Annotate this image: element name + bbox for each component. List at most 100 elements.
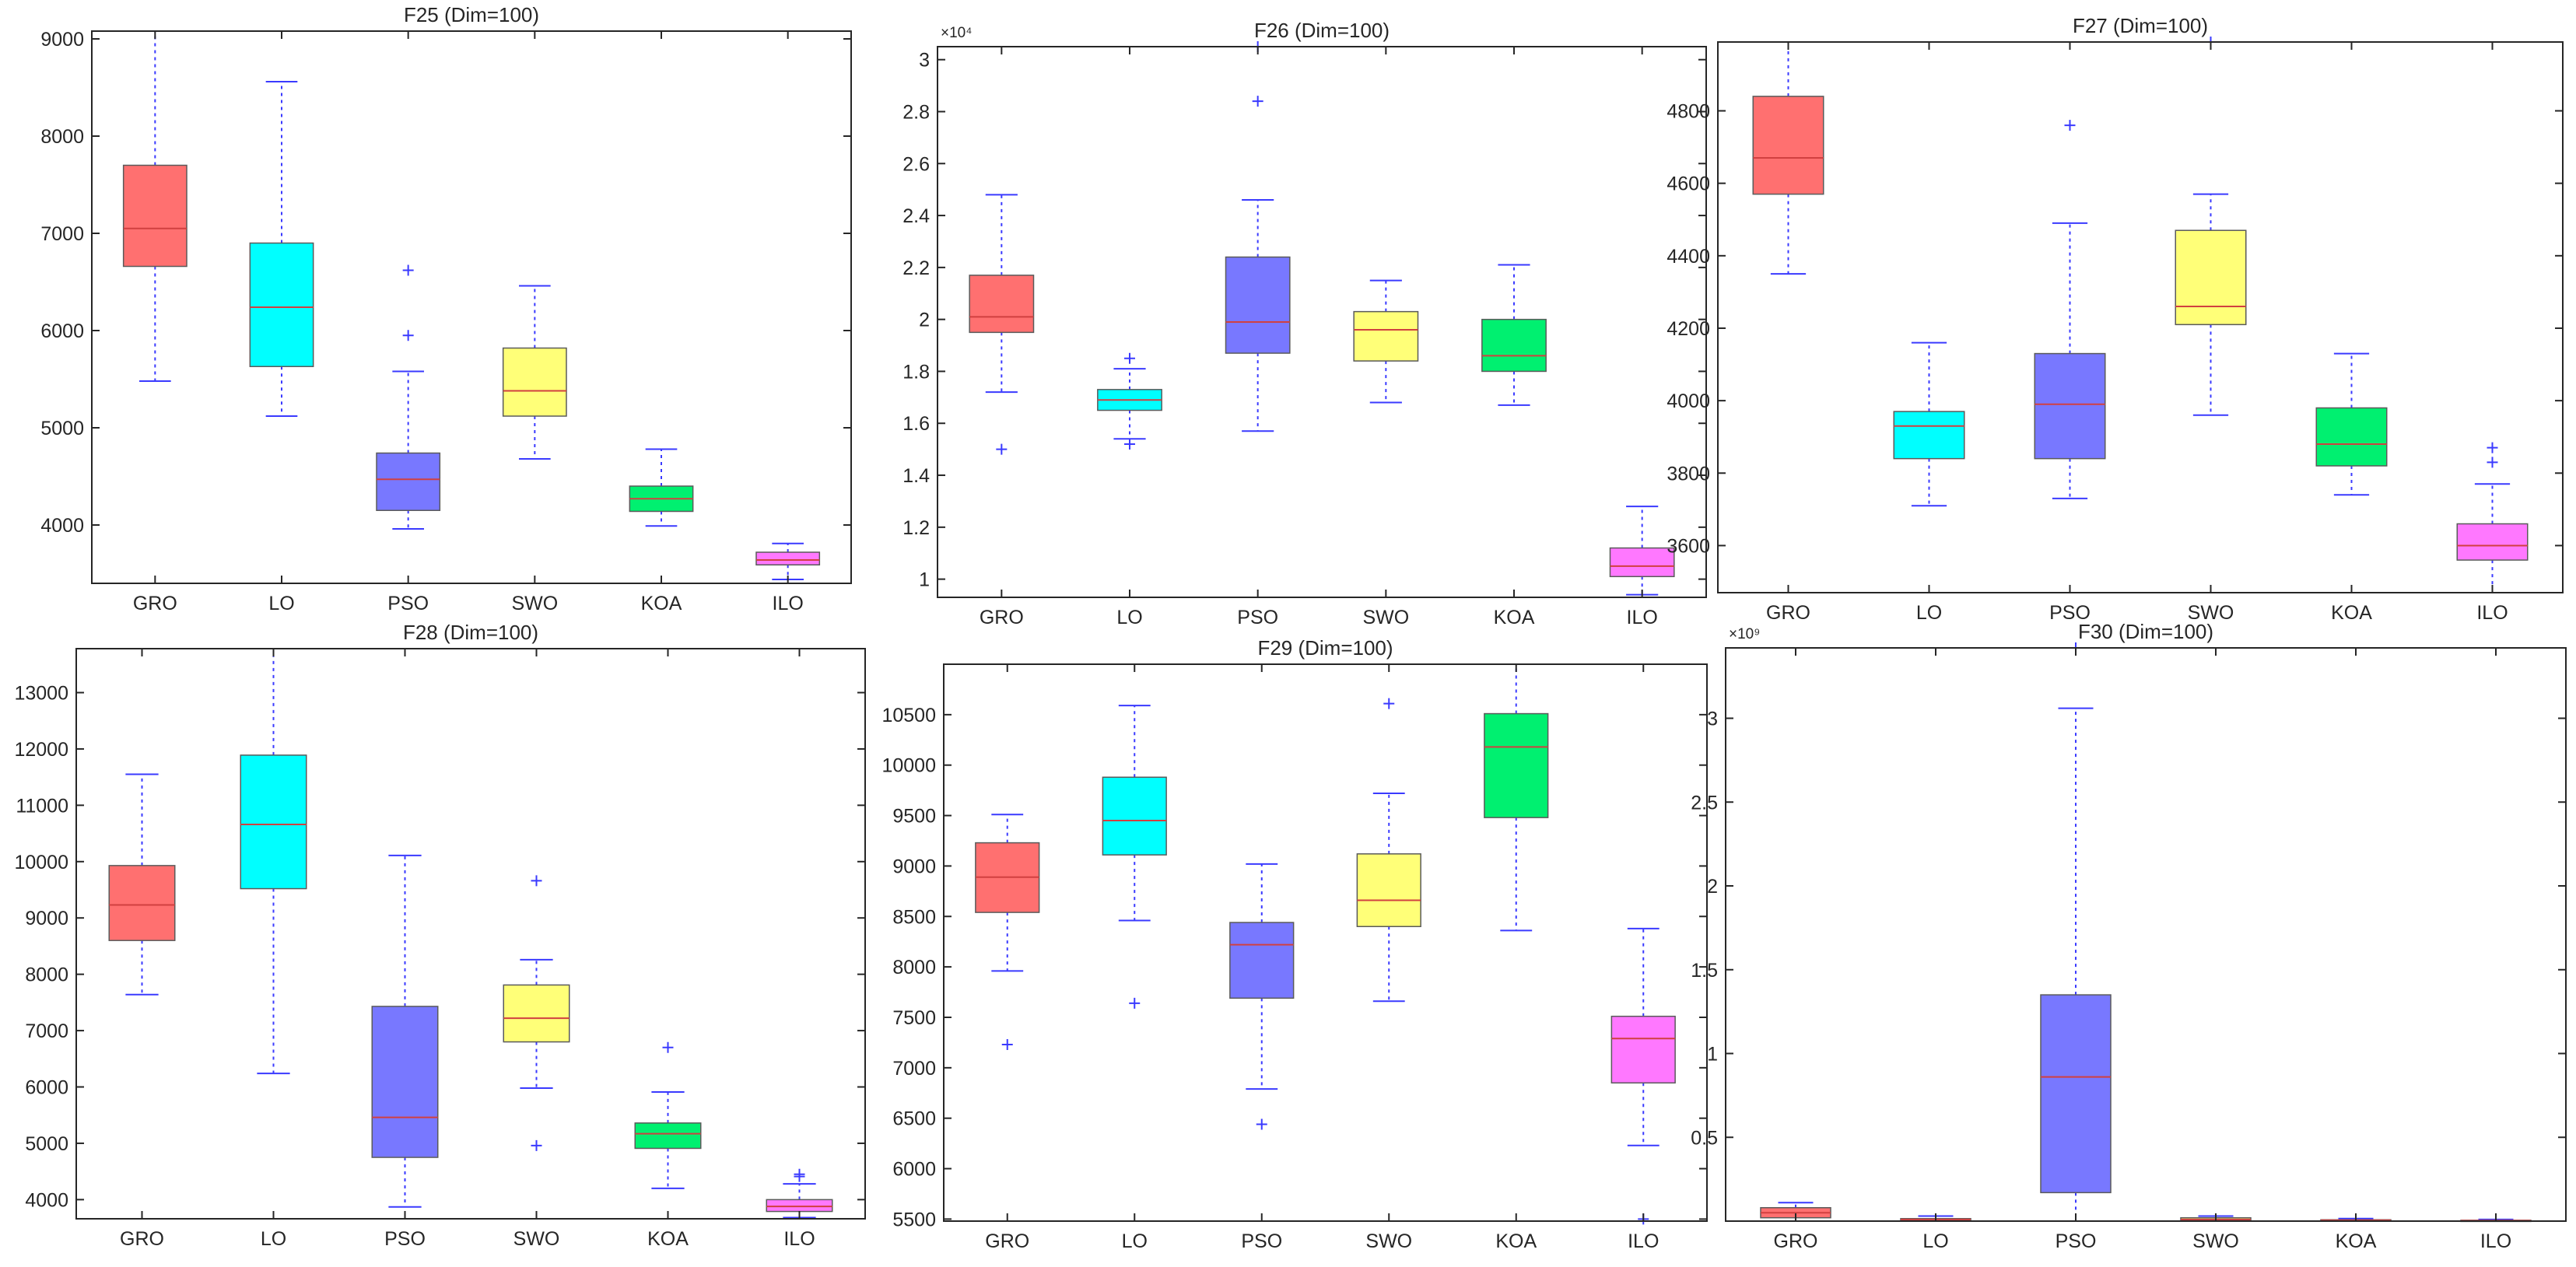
x-tick-label: SWO [2188, 602, 2234, 624]
y-tick-label: 2 [919, 310, 930, 331]
y-tick-label: 7000 [892, 1058, 936, 1080]
box-swo [502, 285, 567, 460]
iqr-box [1752, 96, 1824, 195]
outlier-marker [402, 264, 414, 276]
box-gro [975, 814, 1040, 1051]
y-tick-label: 5000 [25, 1133, 68, 1155]
iqr-box [503, 984, 570, 1043]
y-tick-label: 7000 [40, 223, 84, 245]
box-pso [376, 264, 441, 530]
box-swo [2175, 37, 2247, 416]
box-gro [1752, 41, 1824, 275]
x-tick-label: LO [1122, 1230, 1148, 1252]
x-tick-label: GRO [133, 593, 177, 614]
box-lo [1097, 352, 1162, 450]
y-tick-label: 1.4 [902, 465, 930, 487]
box-swo [503, 875, 570, 1151]
x-tick-label: KOA [1495, 1230, 1537, 1252]
y-tick-label: 2.5 [1691, 792, 1718, 814]
chart-title: F30 (Dim=100) [2078, 620, 2213, 643]
y-tick-label: 4000 [40, 515, 84, 537]
x-tick-label: GRO [980, 607, 1024, 628]
y-tick-label: 9000 [40, 29, 84, 51]
outlier-marker [2487, 442, 2498, 453]
box-gro [108, 773, 176, 996]
iqr-box [1893, 411, 1965, 460]
box-koa [629, 448, 694, 527]
x-tick-label: KOA [2336, 1230, 2377, 1252]
x-tick-label: KOA [641, 593, 682, 614]
x-tick-label: PSO [2049, 602, 2091, 624]
iqr-box [1229, 922, 1295, 999]
x-tick-label: LO [1116, 607, 1142, 628]
box-pso [1229, 863, 1295, 1130]
iqr-box [969, 275, 1035, 334]
outlier-marker [2487, 457, 2498, 468]
axes-frame [1725, 647, 2567, 1222]
box-lo [249, 81, 314, 417]
y-tick-label: 3 [919, 50, 930, 72]
box-pso [2034, 120, 2106, 499]
y-tick-label: 4600 [1667, 173, 1710, 195]
y-tick-label: 6000 [25, 1077, 68, 1099]
x-tick-label: ILO [2476, 602, 2508, 624]
y-tick-label: 8000 [40, 126, 84, 148]
outlier-marker [1124, 438, 1135, 450]
y-tick-label: 4000 [25, 1189, 68, 1211]
x-tick-label: PSO [1237, 607, 1278, 628]
x-tick-label: ILO [783, 1228, 815, 1250]
outlier-marker [531, 1139, 542, 1151]
y-tick-label: 2.6 [902, 153, 930, 175]
x-tick-label: LO [1916, 602, 1942, 624]
box-lo [240, 648, 307, 1075]
x-tick-label: PSO [384, 1228, 426, 1250]
y-tick-label: 6500 [892, 1108, 936, 1130]
x-tick-label: GRO [1774, 1230, 1818, 1252]
box-ilo [1609, 506, 1675, 596]
box-koa [634, 1041, 702, 1189]
chart-panel: F30 (Dim=100) ×10⁹ 0.5 1 1.5 2 2.5 3 GRO LO PSO SWO… [1691, 620, 2567, 1252]
box-pso [1225, 41, 1291, 432]
y-tick-label: 9000 [892, 856, 936, 877]
x-tick-label: PSO [387, 593, 429, 614]
y-tick-label: 3800 [1667, 463, 1710, 485]
chart-panel: F28 (Dim=100) 4000 5000 6000 7000 8000 9000 100… [14, 621, 866, 1250]
y-tick-label: 8000 [25, 964, 68, 986]
x-tick-label: ILO [2480, 1230, 2511, 1252]
y-tick-label: 7500 [892, 1007, 936, 1029]
x-tick-label: PSO [2056, 1230, 2097, 1252]
y-tick-label: 4400 [1667, 246, 1710, 268]
y-tick-label: 3 [1707, 709, 1718, 730]
iqr-box [1610, 1015, 1676, 1084]
y-tick-label: 7000 [25, 1020, 68, 1042]
y-tick-label: 8500 [892, 906, 936, 928]
box-pso [371, 854, 439, 1208]
chart-title: F28 (Dim=100) [403, 621, 538, 644]
axes-frame [91, 30, 852, 584]
iqr-box [502, 347, 567, 417]
x-tick-label: PSO [1241, 1230, 1282, 1252]
y-tick-label: 6000 [40, 320, 84, 342]
iqr-box [766, 1199, 833, 1213]
box-gro [969, 194, 1035, 455]
chart-title: F25 (Dim=100) [404, 3, 539, 26]
iqr-box [2040, 994, 2112, 1194]
iqr-box [122, 164, 188, 268]
x-tick-label: ILO [1627, 607, 1658, 628]
x-tick-label: SWO [513, 1228, 560, 1250]
y-tick-label: 12000 [14, 739, 68, 761]
axes-frame [75, 648, 866, 1220]
iqr-box [1484, 712, 1549, 818]
iqr-box [2456, 523, 2529, 561]
x-tick-label: LO [261, 1228, 286, 1250]
iqr-box [371, 1006, 439, 1158]
outlier-marker [1252, 96, 1263, 107]
y-tick-label: 4000 [1667, 390, 1710, 412]
chart-title: F27 (Dim=100) [2073, 14, 2208, 37]
chart-title: F29 (Dim=100) [1257, 636, 1393, 660]
chart-title: F26 (Dim=100) [1254, 19, 1390, 42]
y-tick-label: 8000 [892, 957, 936, 978]
x-tick-label: LO [268, 593, 294, 614]
iqr-box [1356, 853, 1421, 927]
